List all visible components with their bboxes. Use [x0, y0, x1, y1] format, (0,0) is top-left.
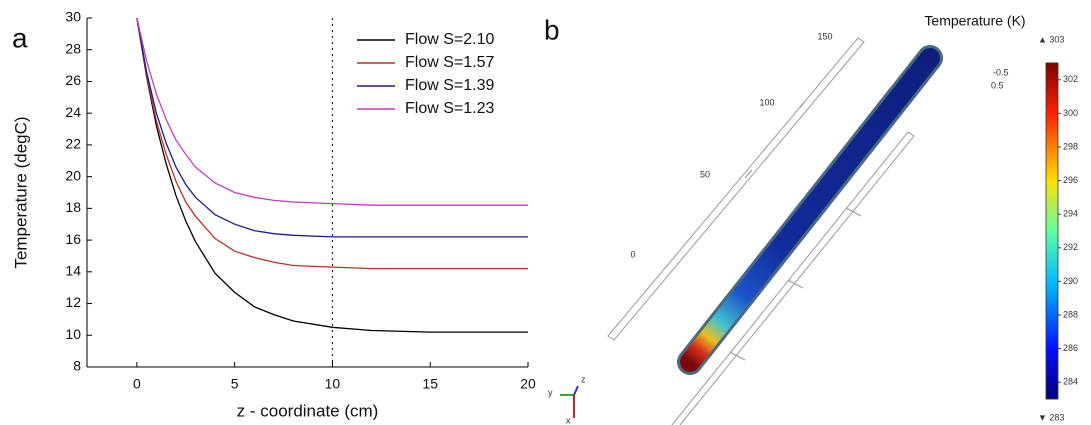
- y-tick-label: 10: [65, 326, 81, 342]
- triad-label: x: [566, 415, 571, 425]
- y-tick-label: 28: [65, 40, 81, 56]
- axis-label: 100: [759, 97, 774, 107]
- rod: [690, 58, 930, 362]
- colorbar-tick-label: 292: [1063, 242, 1078, 252]
- x-tick-label: 15: [422, 376, 438, 392]
- legend-label: Flow S=1.57: [405, 54, 494, 71]
- small-label: 0.5: [991, 80, 1004, 90]
- x-tick-label: 0: [133, 376, 141, 392]
- x-tick-label: 10: [325, 376, 341, 392]
- y-tick-label: 30: [65, 9, 81, 25]
- y-tick-label: 18: [65, 199, 81, 215]
- y-tick-label: 14: [65, 263, 81, 279]
- colorbar-tick-label: 286: [1063, 343, 1078, 353]
- y-tick-label: 20: [65, 167, 81, 183]
- colorbar-max-label: ▲ 303: [1038, 34, 1064, 44]
- colorbar-min-label: ▼ 283: [1038, 412, 1064, 422]
- x-axis-label: z - coordinate (cm): [237, 401, 379, 420]
- legend-label: Flow S=1.23: [405, 100, 494, 117]
- x-tick-label: 5: [231, 376, 239, 392]
- colorbar-tick-label: 300: [1063, 108, 1078, 118]
- colorbar-tick-label: 298: [1063, 141, 1078, 151]
- colorbar-tick-label: 290: [1063, 276, 1078, 286]
- y-tick-label: 12: [65, 294, 81, 310]
- y-tick-label: 8: [73, 358, 81, 374]
- triad-label: z: [581, 374, 586, 384]
- panel-label: a: [12, 22, 28, 53]
- x-tick-label: 20: [520, 376, 536, 392]
- legend-label: Flow S=2.10: [405, 31, 494, 48]
- y-tick-label: 24: [65, 104, 81, 120]
- triad-label: y: [548, 387, 553, 397]
- colorbar-tick-label: 284: [1063, 377, 1078, 387]
- colorbar-title: Temperature (K): [924, 13, 1025, 29]
- colorbar-tick-label: 302: [1063, 74, 1078, 84]
- axis-label: 150: [817, 31, 832, 41]
- colorbar-tick-label: 288: [1063, 309, 1078, 319]
- y-tick-label: 26: [65, 72, 81, 88]
- y-tick-label: 16: [65, 231, 81, 247]
- y-tick-label: 22: [65, 136, 81, 152]
- figure: a8101214161820222426283005101520z - coor…: [0, 0, 1091, 425]
- axis-triad: [560, 386, 578, 418]
- y-axis-label: Temperature (degC): [11, 116, 30, 268]
- panel-label: b: [544, 14, 560, 45]
- colorbar: [1046, 63, 1058, 399]
- axis-label: 0: [630, 249, 635, 259]
- small-label: -0.5: [993, 67, 1009, 77]
- axis-label: 50: [700, 169, 710, 179]
- colorbar-tick-label: 296: [1063, 175, 1078, 185]
- colorbar-tick-label: 294: [1063, 209, 1078, 219]
- legend-label: Flow S=1.39: [405, 77, 494, 94]
